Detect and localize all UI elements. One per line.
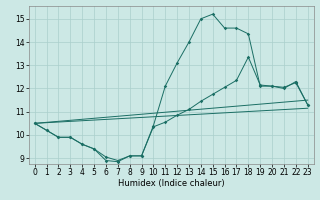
X-axis label: Humidex (Indice chaleur): Humidex (Indice chaleur): [118, 179, 225, 188]
